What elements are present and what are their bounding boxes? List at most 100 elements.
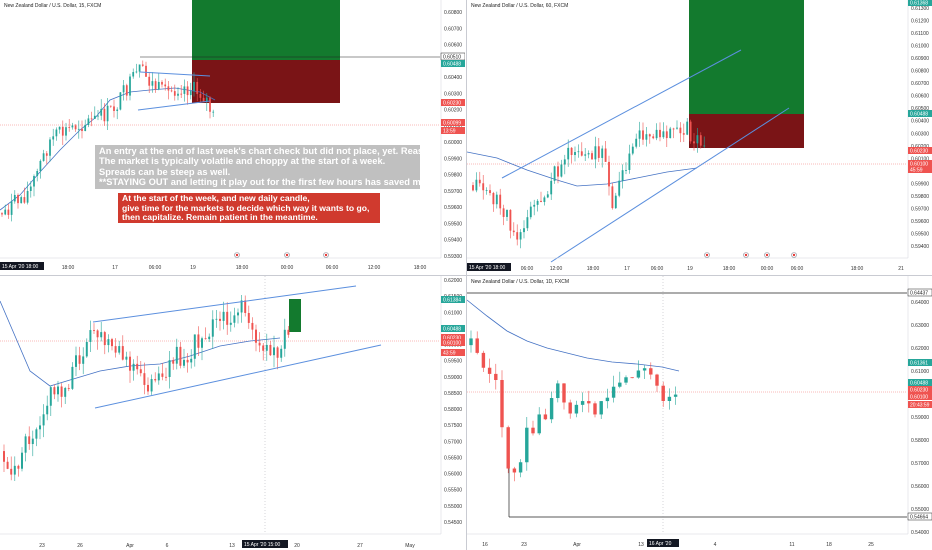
candle-body [103, 108, 106, 122]
chart-title: New Zealand Dollar / U.S. Dollar, 1D, FX… [471, 279, 570, 285]
candle-body [673, 394, 678, 397]
y-axis-tick-label: 0.56500 [444, 455, 462, 461]
chart-canvas-60m[interactable]: 0.61300 0.61200 0.61100 0.61000 0.60900 0.608… [467, 0, 932, 274]
candle-body [672, 128, 675, 130]
candle-body [512, 230, 515, 233]
candle-body [273, 347, 275, 356]
crosshair-time-tag [467, 263, 511, 271]
y-axis-tick-label: 0.59400 [911, 244, 929, 250]
crosshair-time-tag [0, 262, 44, 270]
y-axis-tick-label: 0.61000 [911, 369, 929, 375]
candle-body [605, 397, 610, 402]
chart-canvas-15m[interactable]: 0.608000.607000.606000.605000.604000.603… [0, 0, 465, 274]
trendline-lower [137, 100, 211, 111]
y-axis-tick-label: 0.59900 [444, 156, 462, 162]
y-axis-tick-label: 0.60700 [444, 26, 462, 32]
candle-body [52, 136, 55, 140]
y-axis-tick-label: 0.61200 [911, 19, 929, 25]
y-axis-tick-label: 0.60600 [911, 94, 929, 100]
candle-body [699, 135, 702, 146]
candle-body [693, 141, 695, 144]
price-tag-label: 0.60488 [443, 327, 461, 333]
chart-canvas-4h[interactable]: 0.620000.615000.610000.605000.600000.595… [0, 276, 465, 550]
candle-body [665, 131, 668, 139]
economic-event-dot [744, 253, 748, 257]
candle-body [113, 106, 115, 111]
candle-body [608, 161, 610, 187]
horizontal-pane-divider[interactable] [0, 275, 932, 276]
candle-body [502, 208, 505, 217]
candle-body [240, 300, 243, 313]
candle-body [562, 383, 566, 403]
candle-body [560, 164, 563, 177]
candle-body [143, 373, 146, 385]
chart-pane-nzdusd-1d[interactable]: 0.640000.630000.620000.610000.600000.590… [467, 276, 932, 550]
candle-body [495, 194, 498, 205]
price-tag-label: 0.60488 [443, 62, 461, 68]
x-axis-tick-label: 11 [789, 542, 794, 548]
candle-body [42, 153, 45, 161]
chart-title: New Zealand Dollar / U.S. Dollar, 60, FX… [471, 3, 569, 9]
y-axis-tick-label: 0.59900 [911, 181, 929, 187]
candle-body [676, 127, 678, 129]
candle-body [201, 338, 203, 348]
candle-body [157, 81, 160, 90]
candle-body [537, 414, 541, 434]
note-line: **STAYING OUT and letting it play out fo… [99, 177, 426, 188]
candle-body [116, 109, 119, 111]
x-axis-tick-label: 19 [190, 265, 196, 271]
candle-body [183, 359, 185, 366]
price-tag [441, 60, 465, 67]
chart-canvas-1d[interactable]: 0.640000.630000.620000.610000.600000.590… [467, 276, 932, 550]
candle-body [147, 384, 149, 392]
candle-body [71, 366, 74, 389]
candle-body [138, 64, 141, 72]
y-axis-tick-label: 0.60300 [911, 131, 929, 137]
candle-body [212, 111, 215, 113]
candle-body [154, 81, 157, 90]
y-axis-tick-label: 0.56000 [911, 484, 929, 490]
candle-body [7, 209, 10, 215]
candle-body [204, 338, 207, 340]
price-tag-label: 0.60230 [910, 388, 928, 394]
candle-body [689, 121, 692, 142]
price-tag [441, 296, 465, 303]
y-axis-tick-label: 0.60000 [444, 140, 462, 146]
y-axis-tick-label: 0.60600 [444, 43, 462, 49]
candle-body [540, 200, 542, 202]
y-axis-tick-label: 0.59500 [444, 359, 462, 365]
price-tag-label: 0.61384 [443, 298, 461, 304]
candle-body [208, 336, 211, 340]
x-axis-tick-label: 18:00 [236, 265, 249, 271]
price-tag-label: 13:59 [443, 129, 456, 135]
annotation-note-red[interactable]: At the start of the week, and new daily … [118, 193, 380, 223]
candle-body [531, 427, 535, 434]
candle-body [499, 194, 502, 209]
y-axis-tick-label: 0.57500 [444, 423, 462, 429]
y-axis-tick-label: 0.61300 [911, 6, 929, 12]
candle-body [42, 414, 45, 426]
candle-body [209, 97, 211, 112]
annotation-note-gray[interactable]: An entry at the end of last week's chart… [95, 145, 438, 198]
candle-body [669, 128, 672, 139]
price-tag-label: 0.60100 [910, 395, 928, 401]
candle-body [177, 93, 179, 96]
candle-body [509, 209, 512, 231]
note-line: The market is typically volatile and cho… [99, 156, 386, 167]
candle-body [546, 194, 549, 198]
candle-body [121, 346, 124, 360]
candle-body [145, 65, 147, 77]
candle-body [601, 148, 604, 158]
candle-body [500, 379, 504, 428]
x-axis-tick-label: 18:00 [723, 266, 736, 272]
chart-pane-nzdusd-60m[interactable]: 0.61300 0.61200 0.61100 0.61000 0.60900 0.608… [467, 0, 932, 274]
candle-body [222, 311, 225, 321]
candle-body [199, 93, 202, 98]
chart-pane-nzdusd-15m[interactable]: 0.608000.607000.606000.605000.604000.603… [0, 0, 465, 274]
chart-pane-nzdusd-4h[interactable]: 0.620000.615000.610000.605000.600000.595… [0, 276, 465, 550]
candle-body [526, 217, 529, 229]
candle-body [635, 138, 638, 147]
candle-body [60, 386, 63, 397]
take-profit-zone [289, 299, 301, 332]
x-axis-tick-label: 00:00 [281, 265, 294, 271]
